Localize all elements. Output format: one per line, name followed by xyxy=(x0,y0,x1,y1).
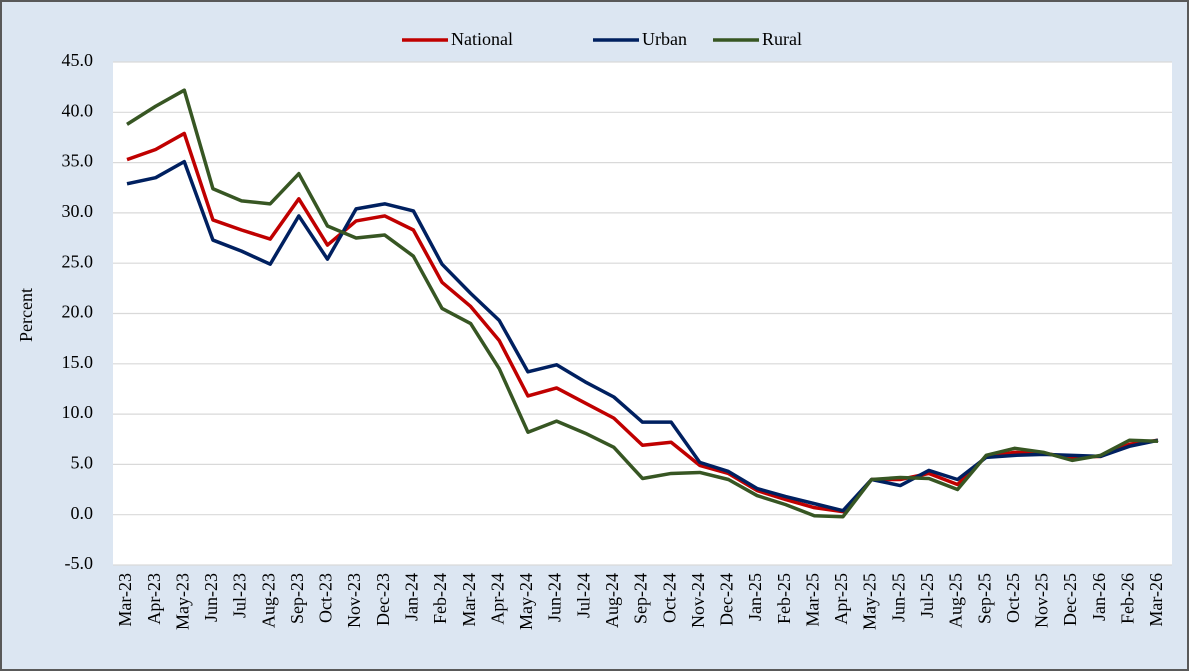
x-tick-label: Dec-25 xyxy=(1060,573,1080,626)
legend-label: Urban xyxy=(642,29,687,49)
x-tick-label: Jul-24 xyxy=(573,573,593,618)
x-tick-label: May-24 xyxy=(516,573,536,630)
legend-label: National xyxy=(451,29,513,49)
y-tick-label: 40.0 xyxy=(62,100,94,120)
x-tick-label: Oct-23 xyxy=(316,573,336,623)
y-tick-label: 30.0 xyxy=(62,201,94,221)
x-tick-label: Aug-25 xyxy=(946,573,966,628)
x-tick-label: Apr-23 xyxy=(144,573,164,625)
x-tick-label: Sep-23 xyxy=(287,573,307,624)
x-tick-label: Nov-25 xyxy=(1032,573,1052,628)
x-tick-label: Jan-24 xyxy=(402,573,422,621)
y-tick-label: 20.0 xyxy=(62,302,94,322)
x-tick-label: Mar-26 xyxy=(1146,573,1166,627)
y-tick-label: 25.0 xyxy=(62,251,94,271)
x-tick-label: Aug-24 xyxy=(602,573,622,628)
x-tick-label: May-25 xyxy=(860,573,880,630)
x-tick-label: Sep-25 xyxy=(974,573,994,624)
y-tick-label: 15.0 xyxy=(62,352,94,372)
x-tick-label: Jun-24 xyxy=(545,573,565,622)
x-tick-label: Feb-24 xyxy=(430,573,450,624)
x-tick-label: Jun-23 xyxy=(201,573,221,622)
x-tick-label: Nov-23 xyxy=(344,573,364,628)
x-tick-label: Apr-24 xyxy=(487,573,507,625)
y-tick-label: 5.0 xyxy=(71,453,94,473)
x-tick-label: Sep-24 xyxy=(631,573,651,624)
x-tick-label: Jan-26 xyxy=(1089,573,1109,621)
x-tick-label: Jul-23 xyxy=(230,573,250,618)
x-tick-label: Oct-25 xyxy=(1003,573,1023,623)
x-tick-label: Mar-23 xyxy=(115,573,135,627)
y-axis-title: Percent xyxy=(16,288,36,342)
x-tick-label: Dec-24 xyxy=(717,573,737,626)
x-tick-label: Mar-25 xyxy=(802,573,822,627)
x-tick-label: Oct-24 xyxy=(659,573,679,623)
x-tick-label: Feb-25 xyxy=(774,573,794,624)
x-tick-label: Jun-25 xyxy=(888,573,908,622)
x-tick-label: Aug-23 xyxy=(258,573,278,628)
x-tick-label: Nov-24 xyxy=(688,573,708,628)
x-tick-label: Dec-23 xyxy=(373,573,393,626)
y-tick-label: -5.0 xyxy=(65,553,94,573)
x-tick-label: Jan-25 xyxy=(745,573,765,621)
y-tick-label: 0.0 xyxy=(71,503,94,523)
x-tick-label: Feb-26 xyxy=(1117,573,1137,624)
y-tick-label: 35.0 xyxy=(62,151,94,171)
x-tick-label: Mar-24 xyxy=(459,573,479,627)
x-tick-label: Jul-25 xyxy=(917,573,937,618)
x-tick-label: Apr-25 xyxy=(831,573,851,625)
legend-label: Rural xyxy=(762,29,802,49)
series-line xyxy=(126,88,1159,519)
x-tick-label: May-23 xyxy=(172,573,192,630)
y-tick-label: 45.0 xyxy=(62,50,94,70)
y-tick-label: 10.0 xyxy=(62,402,94,422)
